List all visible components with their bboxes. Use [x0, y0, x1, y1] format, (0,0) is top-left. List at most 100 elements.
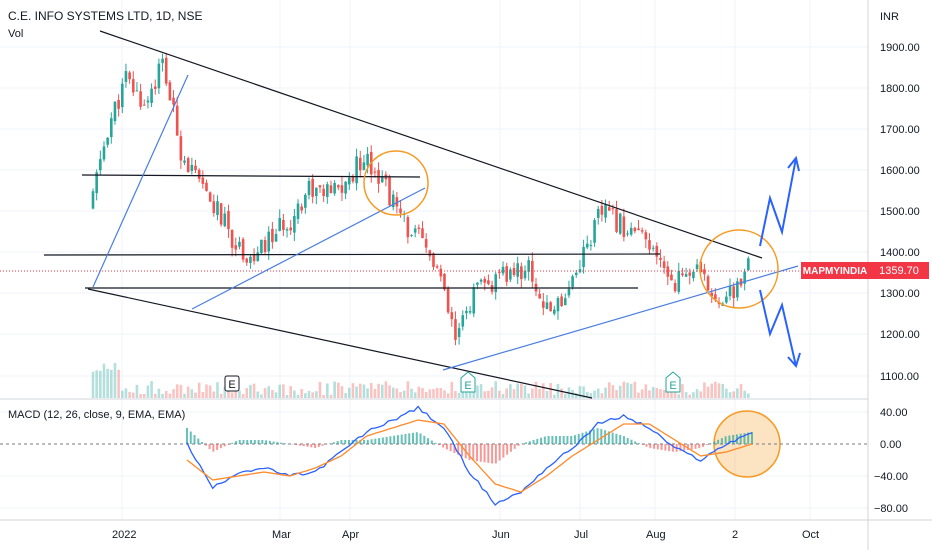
candle-body: [567, 288, 571, 296]
candle-body: [289, 227, 292, 231]
macd-axis[interactable]: 40.00 0.00 −40.00 −80.00: [874, 407, 908, 515]
bullish-arrow-head: [787, 155, 800, 172]
volume-bar: [483, 391, 487, 398]
volume-bar: [230, 392, 234, 398]
time-axis[interactable]: 2022 Mar Apr Jun Jul Aug 2 Oct: [112, 529, 819, 541]
candle-body: [282, 219, 285, 231]
price-axis[interactable]: INR 1900.00 1800.00 1700.00 1600.00 1500…: [880, 11, 920, 383]
macd-hist-bar: [208, 444, 211, 450]
grid-horizontal: [0, 46, 868, 509]
macd-hist-bar: [287, 443, 290, 445]
candle-body: [329, 185, 333, 194]
macd-hist-bar: [525, 442, 527, 444]
candle-body: [527, 260, 530, 272]
volume-bar: [538, 389, 541, 398]
earnings-marker-may[interactable]: E: [460, 371, 476, 393]
candle-body: [611, 208, 615, 210]
macd-hist-bar: [615, 433, 618, 444]
candle-body: [131, 79, 135, 93]
candle-body: [267, 231, 271, 252]
candle-body: [472, 287, 476, 314]
candle-body: [110, 118, 113, 138]
volume-bar: [721, 383, 725, 398]
symbol-badge-label: MAPMYINDIA: [803, 266, 867, 277]
macd-hist-bar: [366, 439, 369, 444]
volume-bar: [659, 389, 662, 398]
candle-body: [651, 247, 655, 249]
volume-bar: [695, 389, 699, 398]
candle-body: [238, 241, 241, 247]
candle-body: [139, 91, 142, 107]
candle-body: [388, 176, 391, 206]
candle-body: [358, 157, 362, 171]
candle-body: [102, 146, 106, 160]
macd-hist-bar: [265, 440, 268, 444]
macd-hist-bar: [660, 444, 663, 450]
candle-body: [695, 264, 699, 270]
candle-body: [465, 310, 468, 314]
volume-bar: [633, 381, 637, 398]
candle-body: [300, 206, 303, 211]
macd-hist-bar: [321, 444, 324, 446]
candle-body: [146, 100, 150, 103]
candle-body: [637, 228, 640, 231]
price-badge[interactable]: MAPMYINDIA 1359.70: [801, 262, 929, 279]
macd-hist-bar: [502, 444, 505, 458]
macd-hist-bar: [370, 439, 373, 444]
candle-body: [113, 101, 117, 122]
volume-bar: [505, 388, 509, 398]
volume-bar: [289, 386, 292, 398]
macd-hist-bar: [709, 443, 712, 444]
macd-hist-bar: [573, 435, 576, 444]
candle-body: [479, 279, 483, 282]
macd-hist-bar: [494, 444, 497, 464]
macd-hist-bar: [634, 441, 637, 444]
candle-body: [179, 136, 183, 161]
macd-hist-bar: [415, 432, 418, 444]
volume-bar: [366, 388, 369, 398]
earnings-marker-jan[interactable]: E: [224, 375, 240, 392]
volume-bar: [589, 393, 593, 398]
macd-hist-bar: [694, 444, 697, 449]
macd-hist-bar: [325, 444, 328, 445]
volume-bar: [99, 370, 102, 398]
bearish-arrow-head: [787, 352, 801, 368]
volume-bar: [618, 385, 622, 398]
blue-trendlines: [92, 74, 799, 371]
candle-body: [589, 245, 593, 247]
volume-bar: [710, 383, 714, 398]
macd-hist-bar: [219, 444, 222, 449]
macd-hist-bar: [445, 444, 448, 450]
candle-body: [457, 328, 461, 337]
macd-hist-bar: [491, 444, 494, 464]
earnings-marker-aug[interactable]: E: [665, 371, 681, 393]
macd-tick: 40.00: [880, 407, 908, 419]
volume-bar: [110, 369, 113, 398]
volume-bar: [362, 384, 366, 398]
volume-bar: [688, 394, 692, 398]
macd-hist-bar: [396, 435, 399, 444]
currency-label: INR: [880, 11, 899, 23]
macd-hist-bar: [234, 441, 237, 444]
candle-body: [366, 153, 369, 166]
candle-body: [219, 203, 223, 225]
time-tick: Oct: [802, 529, 819, 541]
candle-body: [373, 171, 377, 173]
candle-body: [615, 209, 618, 232]
volume-bar: [95, 370, 98, 398]
volume-bar: [476, 385, 479, 398]
macd-hist-bar: [690, 444, 693, 450]
macd-hist-bar: [698, 444, 701, 449]
candle-body: [593, 220, 596, 243]
macd-hist-bar: [438, 444, 441, 446]
earnings-marker-label: E: [669, 380, 676, 392]
volume-bar: [208, 385, 212, 398]
candle-body: [501, 266, 505, 274]
volume-bar: [600, 393, 604, 398]
candle-body: [640, 230, 644, 232]
volume-bar: [428, 389, 432, 398]
macd-hist-bar: [487, 444, 490, 463]
candle-body: [175, 105, 179, 136]
candle-body: [487, 280, 490, 284]
